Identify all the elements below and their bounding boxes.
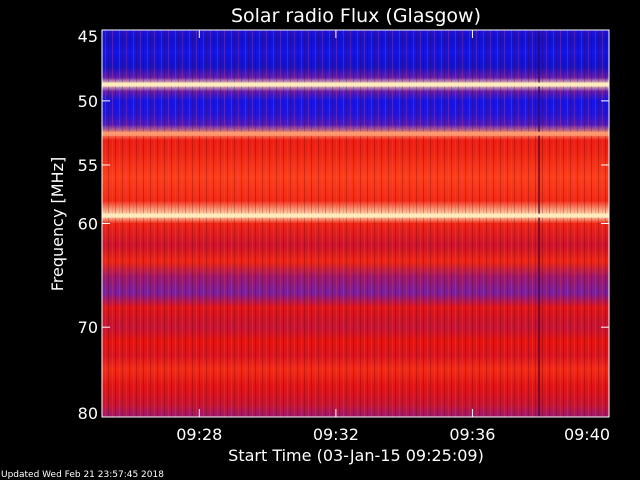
- y-axis-label: Frequency [MHz]: [48, 157, 67, 291]
- x-axis: 09:28 09:32 09:36 09:40: [176, 30, 610, 444]
- y-axis: 45 50 55 60 70 80: [78, 27, 609, 423]
- updated-timestamp: Updated Wed Feb 21 23:57:45 2018: [1, 470, 164, 480]
- emission-bands: [102, 82, 609, 218]
- x-tick-label: 09:36: [449, 425, 495, 444]
- x-tick-label: 09:28: [176, 425, 222, 444]
- chart-title: Solar radio Flux (Glasgow): [231, 5, 481, 27]
- x-tick-label: 09:40: [564, 425, 610, 444]
- y-tick-label: 80: [78, 404, 98, 423]
- y-tick-label: 60: [78, 215, 98, 234]
- y-tick-label: 70: [78, 318, 98, 337]
- emission-line: [102, 131, 609, 136]
- y-tick-label: 50: [78, 92, 98, 111]
- y-tick-label: 55: [78, 156, 98, 175]
- plot-area: [101, 29, 610, 418]
- y-tick-label: 45: [78, 27, 98, 46]
- emission-line: [102, 213, 609, 218]
- emission-line: [102, 82, 609, 87]
- data-gap-line: [538, 30, 540, 417]
- x-axis-label: Start Time (03-Jan-15 09:25:09): [228, 446, 484, 465]
- spectrogram-texture: [102, 30, 609, 417]
- x-tick-label: 09:32: [313, 425, 359, 444]
